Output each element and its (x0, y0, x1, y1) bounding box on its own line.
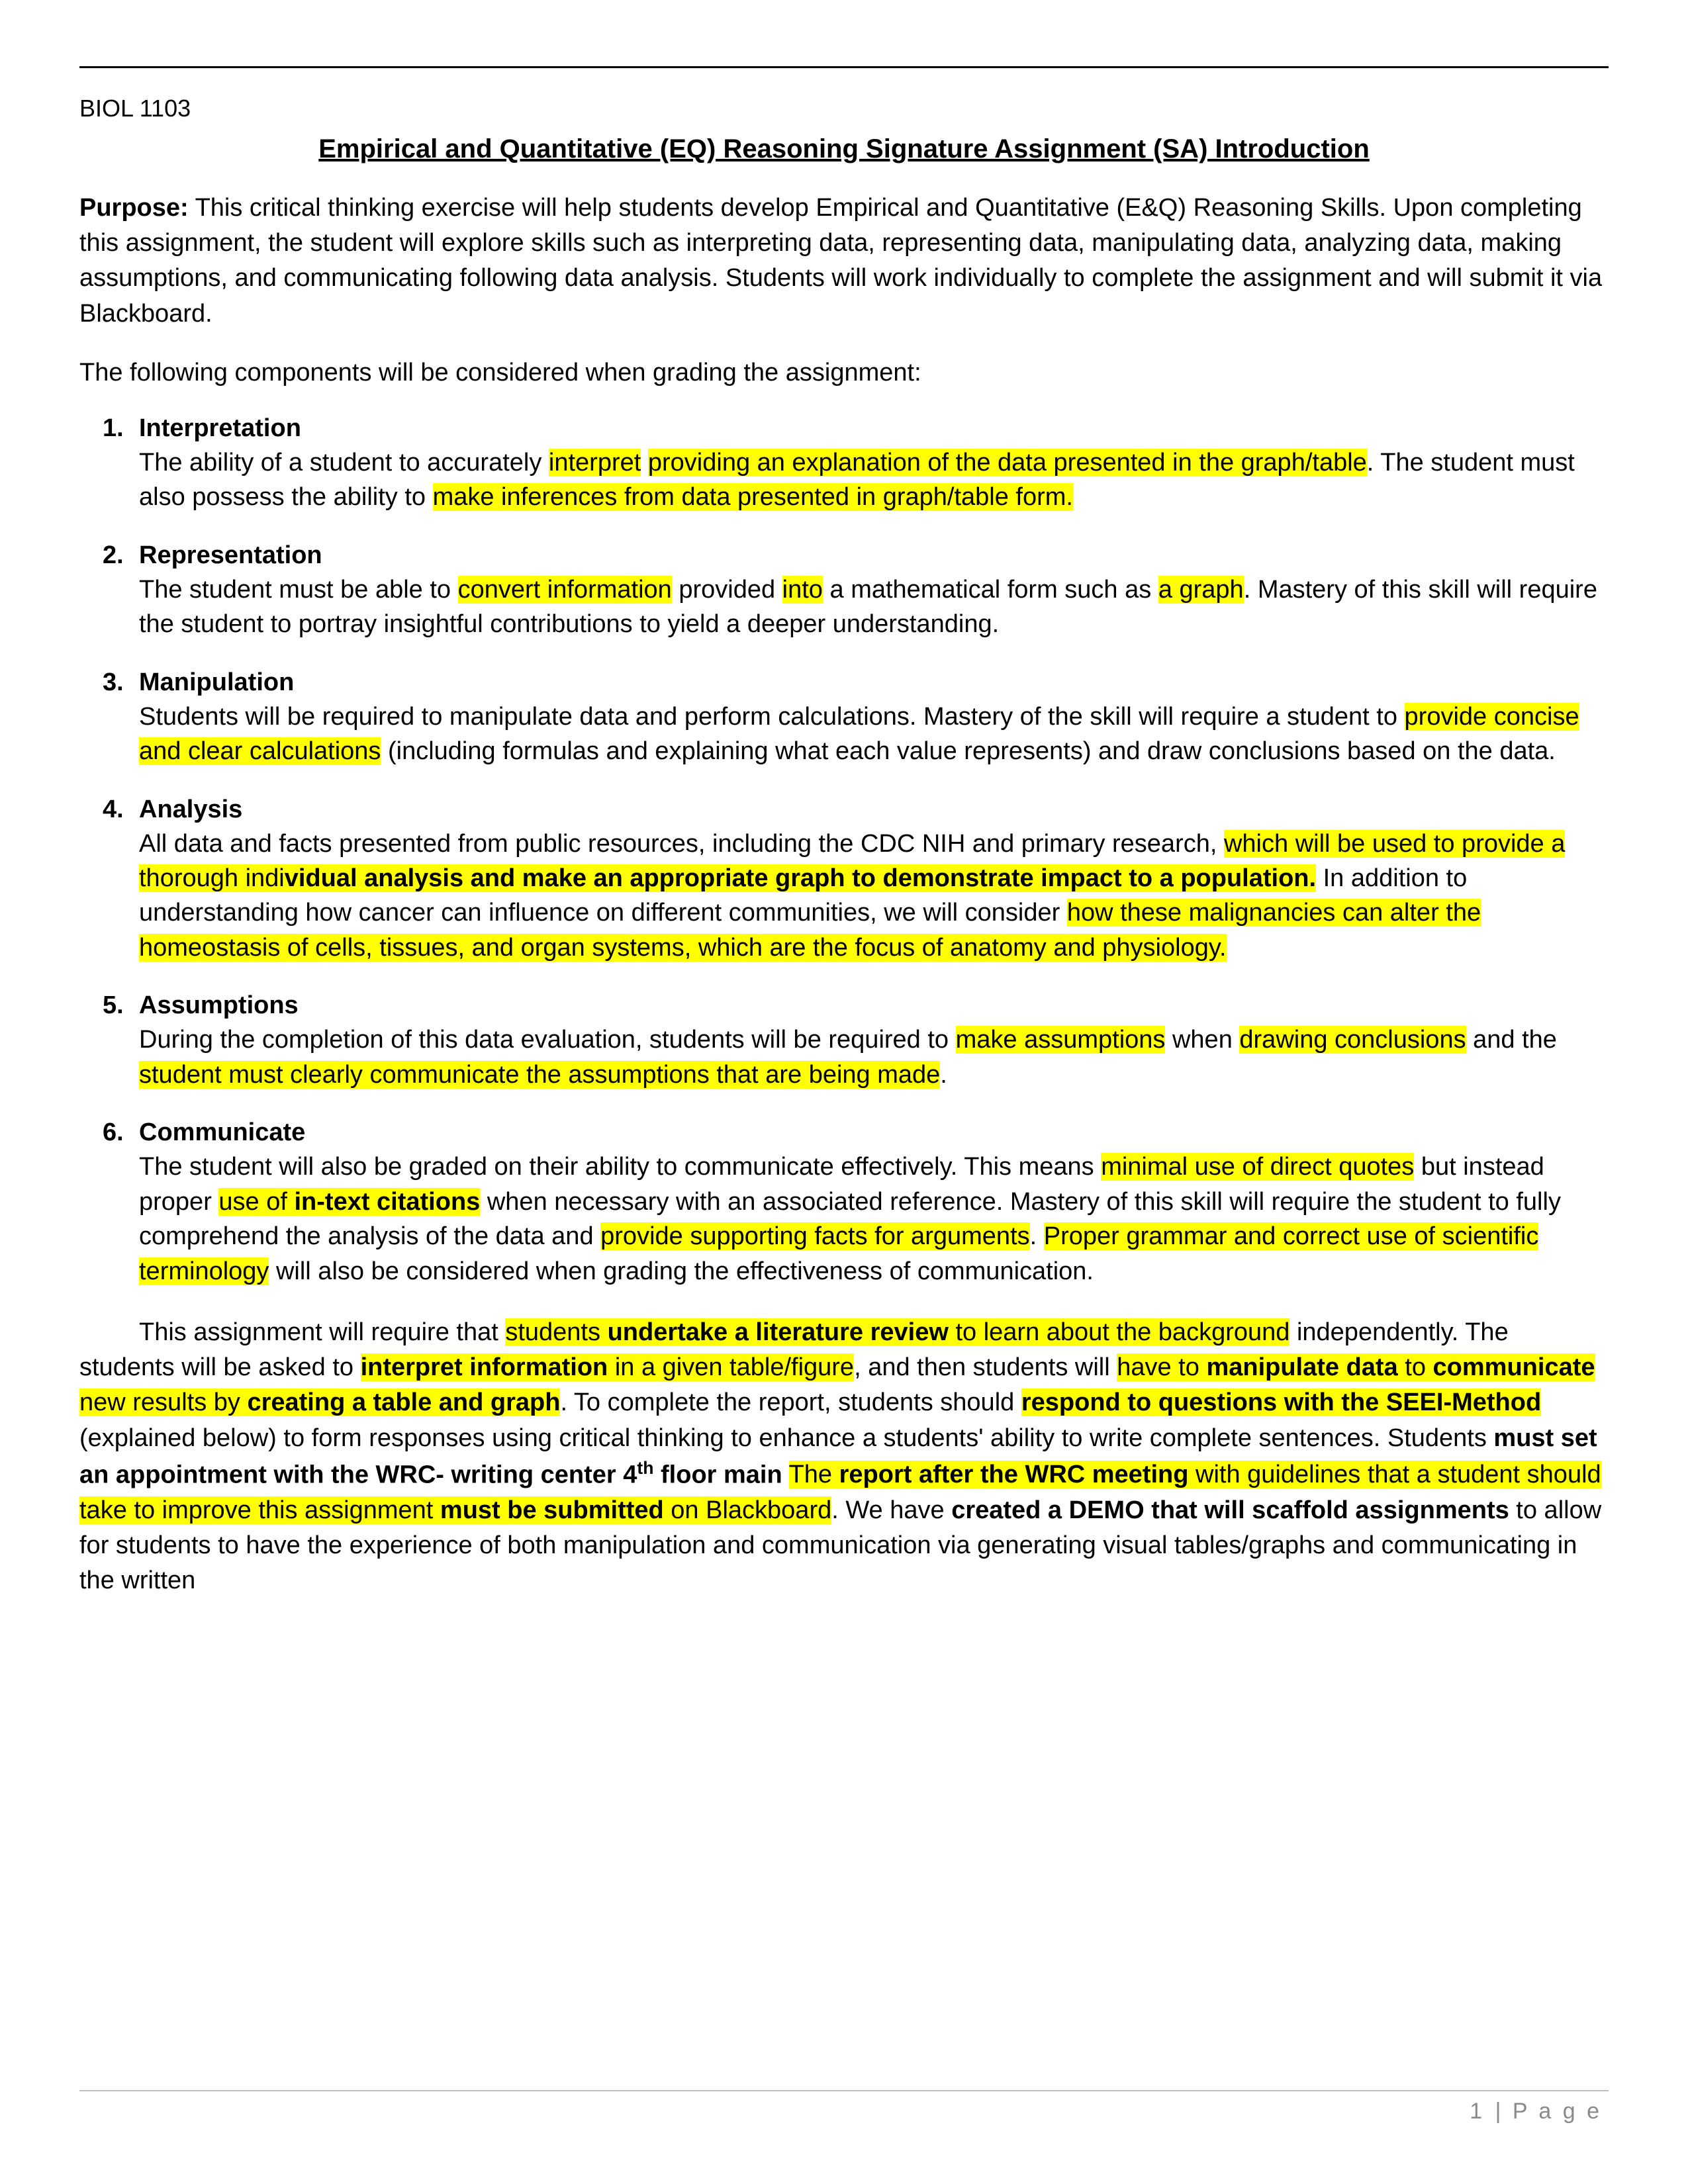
text-segment: must be submitted (440, 1496, 664, 1524)
text-segment: drawing conclusions (1239, 1026, 1466, 1054)
text-segment: th (637, 1458, 653, 1478)
text-segment: have to (1117, 1353, 1206, 1381)
component-body: The ability of a student to accurately i… (139, 445, 1609, 515)
text-segment: provided (672, 576, 782, 604)
text-segment: into (782, 576, 823, 604)
component-title: Manipulation (139, 668, 1609, 697)
text-segment: Students will be required to manipulate … (139, 703, 1405, 731)
component-item: RepresentationThe student must be able t… (139, 541, 1609, 642)
page-label: P a g e (1513, 2099, 1602, 2124)
text-segment: (including formulas and explaining what … (381, 737, 1555, 765)
text-segment: a mathematical form such as (823, 576, 1158, 604)
component-item: Communicate The student will also be grad… (139, 1118, 1609, 1289)
text-segment: when (1165, 1026, 1239, 1054)
text-segment: will also be considered when grading the… (269, 1257, 1094, 1285)
component-title: Interpretation (139, 414, 1609, 443)
text-segment: The ability of a student to accurately (139, 449, 549, 477)
text-segment: student must clearly communicate the ass… (139, 1061, 940, 1089)
text-segment: . (1030, 1222, 1044, 1250)
text-segment: interpret information (361, 1353, 608, 1381)
text-segment: providing an explanation of the data pre… (648, 449, 1367, 477)
purpose-label: Purpose: (79, 194, 189, 222)
text-segment: provide supporting facts for arguments (600, 1222, 1029, 1250)
text-segment: minimal use of direct quotes (1101, 1153, 1414, 1181)
page-number: 1 (1470, 2099, 1482, 2124)
text-segment: vidual analysis and make an appropriate … (285, 864, 1316, 892)
page: BIOL 1103 Empirical and Quantitative (EQ… (0, 0, 1688, 2184)
component-title: Representation (139, 541, 1609, 570)
component-title: Assumptions (139, 991, 1609, 1020)
text-segment: a graph (1158, 576, 1244, 604)
component-body: Students will be required to manipulate … (139, 700, 1609, 769)
grading-intro: The following components will be conside… (79, 355, 1609, 390)
text-segment: . (940, 1061, 947, 1089)
text-segment: make inferences from data presented in g… (433, 483, 1073, 511)
text-segment: floor main (653, 1461, 782, 1488)
text-segment: The (789, 1461, 839, 1488)
text-segment: convert information (458, 576, 672, 604)
text-segment (782, 1461, 789, 1488)
text-segment: new results by (79, 1388, 247, 1416)
text-segment: students (505, 1318, 607, 1346)
text-segment: make assumptions (956, 1026, 1166, 1054)
page-footer: 1 | P a g e (1470, 2099, 1602, 2124)
text-segment: . We have (831, 1496, 951, 1524)
page-separator: | (1486, 2099, 1513, 2124)
document-title: Empirical and Quantitative (EQ) Reasonin… (79, 134, 1609, 164)
components-list: InterpretationThe ability of a student t… (79, 414, 1609, 1289)
text-segment: , and then students will (854, 1353, 1117, 1381)
purpose-paragraph: Purpose: This critical thinking exercise… (79, 191, 1609, 332)
text-segment: interpret (549, 449, 641, 477)
text-segment: communicate (1433, 1353, 1595, 1381)
course-code: BIOL 1103 (79, 95, 1609, 122)
component-item: Assumptions During the completion of this… (139, 991, 1609, 1092)
component-title: Analysis (139, 796, 1609, 824)
text-segment: The student must be able to (139, 576, 458, 604)
purpose-text: This critical thinking exercise will hel… (79, 194, 1602, 328)
text-segment: created a DEMO that will scaffold assign… (951, 1496, 1509, 1524)
text-segment: use of (218, 1188, 294, 1216)
text-segment: creating a table and graph (247, 1388, 560, 1416)
text-segment: undertake a literature review (608, 1318, 949, 1346)
text-segment: report after the WRC meeting (839, 1461, 1189, 1488)
component-item: InterpretationThe ability of a student t… (139, 414, 1609, 515)
text-segment: in-text citations (294, 1188, 480, 1216)
text-segment: During the completion of this data evalu… (139, 1026, 956, 1054)
text-segment: manipulate data (1206, 1353, 1397, 1381)
text-segment: on Blackboard (664, 1496, 832, 1524)
summary-paragraph: This assignment will require that studen… (79, 1315, 1609, 1598)
component-item: Manipulation Students will be required to… (139, 668, 1609, 769)
text-segment: to (1398, 1353, 1433, 1381)
text-segment: All data and facts presented from public… (139, 830, 1224, 858)
text-segment (641, 449, 648, 477)
text-segment: in a given table/figure (608, 1353, 854, 1381)
component-body: The student must be able to convert info… (139, 572, 1609, 642)
footer-rule (79, 2090, 1609, 2091)
top-horizontal-rule (79, 66, 1609, 68)
component-body: During the completion of this data evalu… (139, 1023, 1609, 1092)
text-segment: . To complete the report, students shoul… (560, 1388, 1021, 1416)
text-segment: (explained below) to form responses usin… (79, 1424, 1493, 1452)
text-segment: respond to questions with the SEEI-Metho… (1021, 1388, 1541, 1416)
component-title: Communicate (139, 1118, 1609, 1147)
text-segment: The student will also be graded on their… (139, 1153, 1101, 1181)
text-segment: and the (1466, 1026, 1557, 1054)
component-body: The student will also be graded on their… (139, 1150, 1609, 1289)
component-body: All data and facts presented from public… (139, 827, 1609, 966)
text-segment: to learn about the background (949, 1318, 1290, 1346)
text-segment: This assignment will require that (139, 1318, 505, 1346)
component-item: Analysis All data and facts presented fro… (139, 796, 1609, 966)
